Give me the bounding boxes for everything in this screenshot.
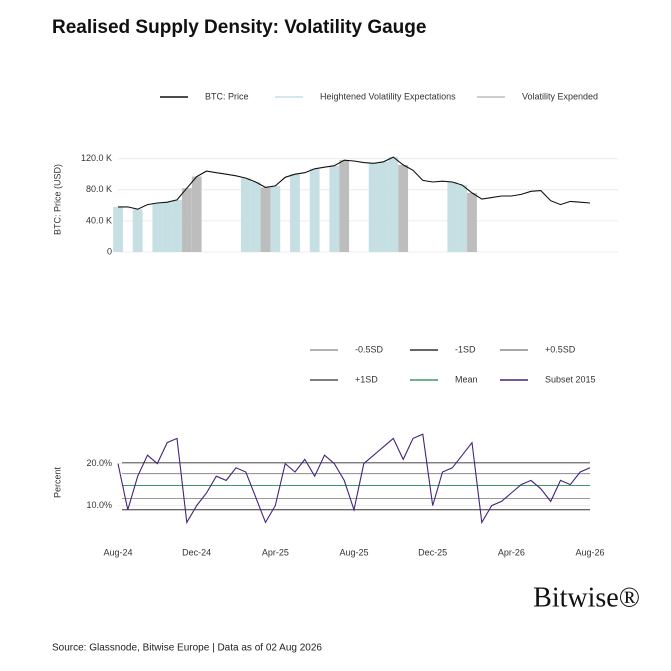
legend-label: -1SD	[455, 344, 476, 354]
y-tick-label: 10.0%	[86, 500, 112, 510]
legend-label: Mean	[455, 374, 478, 384]
volatility-band	[290, 174, 300, 252]
series-line	[118, 156, 591, 210]
page-title: Realised Supply Density: Volatility Gaug…	[52, 17, 426, 38]
y-tick-label: 80.0 K	[86, 184, 112, 194]
y-axis-label: BTC: Price (USD)	[52, 164, 62, 235]
x-tick-label: Dec-24	[182, 547, 211, 557]
volatility-band	[250, 182, 261, 252]
x-tick-label: Apr-25	[262, 547, 289, 557]
legend-label: +0.5SD	[545, 344, 576, 354]
volatility-band	[162, 202, 173, 252]
volatility-band	[388, 157, 399, 252]
y-tick-label: 0	[107, 246, 112, 256]
source-note: Source: Glassnode, Bitwise Europe | Data…	[52, 643, 322, 654]
legend-label: +1SD	[355, 374, 378, 384]
volatility-band	[329, 165, 340, 252]
volatility-band	[152, 203, 163, 252]
volatility-band	[457, 185, 468, 252]
volatility-band	[270, 185, 281, 252]
x-tick-label: Aug-24	[103, 547, 132, 557]
brand-logo: Bitwise®	[533, 582, 640, 613]
x-tick-label: Apr-26	[498, 547, 525, 557]
volatility-band	[467, 192, 477, 252]
volatility-band	[368, 163, 379, 252]
volatility-band	[240, 178, 251, 252]
legend-label: -0.5SD	[355, 344, 384, 354]
legend-label: Heightened Volatility Expectations	[320, 91, 456, 101]
volatility-band	[132, 209, 143, 252]
x-tick-label: Aug-25	[339, 547, 368, 557]
volatility-band	[172, 199, 182, 252]
volatility-band	[398, 164, 409, 252]
volatility-band	[260, 187, 271, 252]
x-tick-label: Aug-26	[575, 547, 604, 557]
volatility-band	[447, 182, 458, 252]
y-tick-label: 120.0 K	[81, 153, 112, 163]
volatility-band	[191, 176, 202, 252]
legend-label: Volatility Expended	[522, 91, 598, 101]
y-axis-label: Percent	[52, 466, 62, 498]
legend-label: Subset 2015	[545, 374, 596, 384]
legend-label: BTC: Price	[205, 91, 249, 101]
x-tick-label: Dec-25	[418, 547, 447, 557]
series-line	[117, 433, 591, 525]
volatility-band	[339, 160, 350, 252]
volatility-band	[309, 168, 320, 252]
y-tick-label: 20.0%	[86, 458, 112, 468]
volatility-band	[378, 161, 389, 252]
volatility-band	[181, 188, 192, 252]
y-tick-label: 40.0 K	[86, 215, 112, 225]
volatility-band	[113, 206, 123, 252]
